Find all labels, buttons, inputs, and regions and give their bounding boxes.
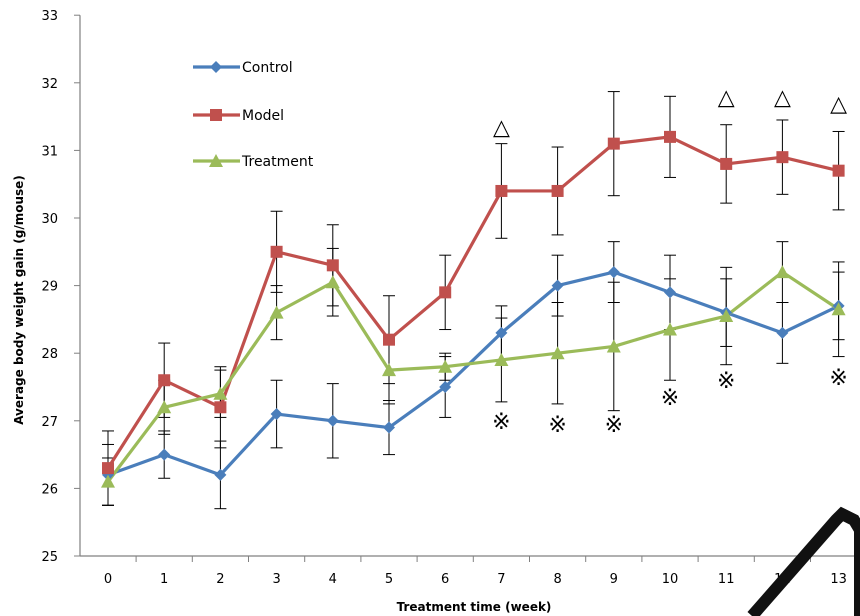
model-data-point	[383, 333, 395, 346]
x-tick-label: 2	[216, 572, 224, 587]
model-data-point	[326, 259, 339, 272]
significance-marker: △	[493, 116, 510, 141]
significance-annotations: △ △ △ △ ※ ※ ※ ※ ※ ※	[492, 85, 848, 438]
treatment-data-point	[269, 305, 284, 319]
series-lines	[106, 135, 840, 483]
model-data-point	[158, 374, 171, 387]
model-data-point	[102, 462, 114, 475]
y-axis-label: Average body weight gain (g/mouse)	[12, 175, 26, 425]
model-data-point	[664, 130, 676, 143]
x-tick-label: 6	[441, 572, 449, 587]
legend-model-marker	[210, 109, 222, 121]
significance-marker: ※	[829, 366, 847, 391]
control-data-point	[158, 448, 171, 461]
significance-marker: △	[830, 92, 847, 117]
model-data-point	[720, 157, 733, 170]
treatment-data-point	[663, 322, 677, 336]
x-tick-label: 0	[104, 572, 112, 587]
control-data-point	[214, 468, 227, 481]
x-tick-label: 5	[385, 572, 393, 587]
x-tick-label: 7	[497, 572, 505, 587]
model-data-point	[551, 184, 564, 197]
y-tick-label: 31	[41, 144, 58, 159]
y-tick-label: 26	[41, 482, 58, 497]
control-data-point	[776, 326, 789, 339]
control-data-point	[551, 279, 564, 292]
legend-treatment-marker	[209, 154, 223, 167]
model-data-point	[270, 245, 283, 258]
treatment-data-point	[494, 352, 509, 366]
y-tick-label: 32	[41, 77, 58, 92]
legend: Control Model Treatment	[193, 60, 314, 170]
treatment-data-point	[382, 363, 396, 377]
treatment-data-point	[831, 302, 846, 316]
error-bars	[102, 91, 845, 510]
significance-marker: ※	[548, 413, 566, 438]
y-tick-label: 30	[41, 212, 58, 227]
legend-control-label: Control	[242, 60, 293, 76]
control-series-line	[107, 270, 840, 477]
x-tick-label: 1	[160, 572, 168, 587]
x-tick-label: 3	[272, 572, 280, 587]
x-tick-label: 4	[329, 572, 337, 587]
treatment-data-point	[213, 386, 228, 400]
x-tick-label: 11	[718, 572, 735, 587]
significance-marker: ※	[492, 410, 510, 435]
significance-marker: ※	[661, 386, 679, 411]
control-data-point	[664, 286, 676, 299]
treatment-data-point	[101, 474, 115, 488]
y-tick-label: 29	[41, 280, 58, 295]
significance-marker: △	[718, 85, 735, 110]
control-data-point	[495, 326, 508, 339]
model-data-point	[214, 401, 227, 414]
model-data-point	[607, 137, 620, 150]
control-data-point	[439, 381, 452, 393]
control-data-point	[270, 408, 283, 421]
model-data-point	[832, 164, 845, 177]
x-tick-label: 8	[553, 572, 561, 587]
treatment-series-line	[106, 270, 840, 483]
model-data-point	[776, 151, 789, 164]
x-tick-label: 12	[774, 572, 791, 587]
model-data-point	[495, 184, 508, 197]
legend-treatment-label: Treatment	[241, 154, 314, 170]
series-markers	[101, 130, 846, 488]
treatment-data-point	[438, 359, 453, 373]
model-series-line	[106, 135, 839, 469]
y-tick-label: 28	[41, 347, 58, 362]
significance-marker: △	[774, 85, 791, 110]
treatment-data-point	[775, 265, 790, 279]
y-tick-label: 27	[41, 415, 58, 430]
control-data-point	[383, 421, 395, 434]
significance-marker: ※	[605, 413, 623, 438]
model-data-point	[439, 286, 452, 299]
x-tick-label: 13	[830, 572, 847, 587]
control-data-point	[607, 266, 620, 279]
y-tick-label: 33	[41, 9, 58, 24]
legend-model-label: Model	[242, 108, 284, 124]
treatment-data-point	[719, 309, 734, 323]
y-tick-label: 25	[41, 550, 58, 565]
treatment-data-point	[606, 339, 621, 353]
legend-control-marker	[210, 61, 222, 73]
significance-marker: ※	[717, 369, 735, 394]
x-tick-label: 9	[610, 572, 618, 587]
treatment-data-point	[325, 275, 340, 289]
x-axis-label: Treatment time (week)	[397, 600, 552, 614]
treatment-data-point	[550, 346, 565, 360]
control-data-point	[326, 414, 339, 427]
x-tick-label: 10	[662, 572, 679, 587]
treatment-data-point	[157, 400, 172, 414]
